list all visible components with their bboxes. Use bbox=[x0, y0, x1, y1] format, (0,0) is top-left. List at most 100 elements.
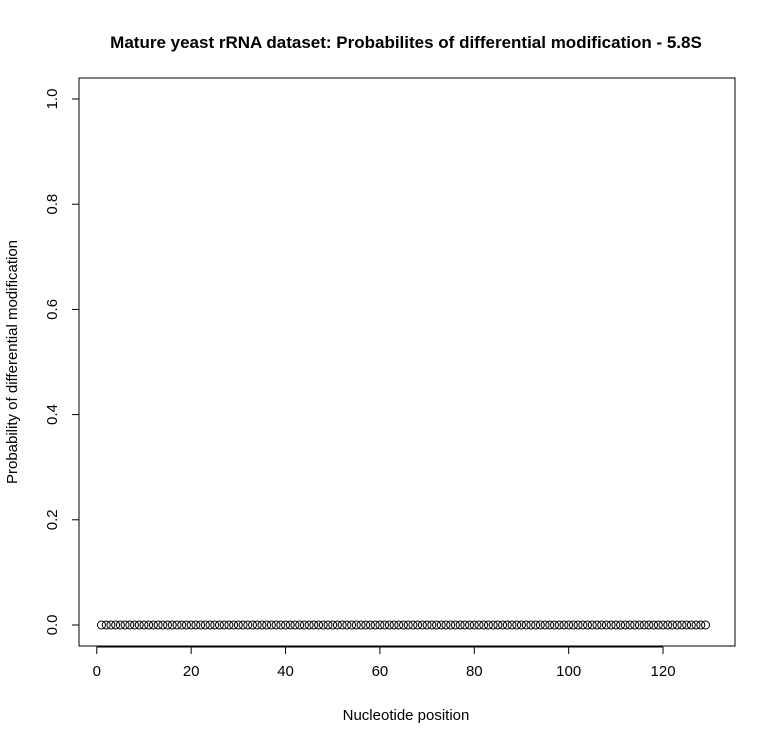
data-point bbox=[403, 620, 413, 630]
chart-title: Mature yeast rRNA dataset: Probabilites … bbox=[110, 33, 702, 52]
data-point bbox=[554, 620, 564, 630]
data-point bbox=[97, 620, 106, 630]
x-tick-label: 60 bbox=[372, 663, 389, 680]
data-point bbox=[196, 620, 206, 630]
data-point bbox=[701, 620, 710, 630]
data-point bbox=[483, 620, 493, 630]
data-point bbox=[469, 620, 479, 630]
data-point bbox=[144, 620, 154, 630]
data-point bbox=[281, 620, 291, 630]
data-point bbox=[262, 620, 272, 630]
data-point bbox=[120, 620, 130, 630]
data-point bbox=[686, 620, 696, 630]
data-point bbox=[620, 620, 630, 630]
data-point bbox=[285, 620, 295, 630]
data-point bbox=[347, 620, 357, 630]
data-point bbox=[380, 620, 390, 630]
plot-frame bbox=[78, 77, 736, 647]
data-point bbox=[214, 620, 224, 630]
data-point bbox=[318, 620, 328, 630]
data-point bbox=[521, 620, 531, 630]
data-point bbox=[644, 620, 654, 630]
data-point bbox=[172, 620, 182, 630]
data-point bbox=[332, 620, 342, 630]
x-tick-label: 120 bbox=[651, 663, 676, 680]
data-point bbox=[460, 620, 470, 630]
data-point bbox=[677, 620, 687, 630]
data-point bbox=[507, 620, 517, 630]
data-point bbox=[436, 620, 446, 630]
data-point bbox=[266, 620, 276, 630]
data-point bbox=[408, 620, 418, 630]
data-point bbox=[134, 620, 144, 630]
data-point bbox=[422, 620, 432, 630]
data-point bbox=[474, 620, 484, 630]
data-point bbox=[639, 620, 649, 630]
data-point bbox=[672, 620, 682, 630]
data-point bbox=[328, 620, 338, 630]
data-point bbox=[564, 620, 574, 630]
data-point bbox=[531, 620, 541, 630]
y-tick-label: 0.2 bbox=[44, 509, 61, 530]
data-point bbox=[257, 620, 267, 630]
data-point bbox=[630, 620, 640, 630]
data-point bbox=[384, 620, 394, 630]
data-point bbox=[587, 620, 597, 630]
data-point bbox=[148, 620, 158, 630]
data-point bbox=[200, 620, 210, 630]
data-point bbox=[446, 620, 456, 630]
data-point bbox=[130, 620, 140, 630]
data-point bbox=[583, 620, 593, 630]
data-points bbox=[97, 620, 710, 630]
data-point bbox=[417, 620, 427, 630]
data-point bbox=[540, 620, 550, 630]
data-point bbox=[592, 620, 602, 630]
data-point bbox=[691, 620, 701, 630]
data-point bbox=[181, 620, 191, 630]
data-point bbox=[658, 620, 668, 630]
data-point bbox=[493, 620, 503, 630]
data-point bbox=[427, 620, 437, 630]
data-point bbox=[219, 620, 229, 630]
x-tick-label: 40 bbox=[277, 663, 294, 680]
data-point bbox=[365, 620, 375, 630]
data-point bbox=[111, 620, 121, 630]
x-tick-label: 80 bbox=[466, 663, 483, 680]
data-point bbox=[441, 620, 451, 630]
data-point bbox=[271, 620, 281, 630]
data-point bbox=[304, 620, 314, 630]
data-point bbox=[578, 620, 588, 630]
data-point bbox=[512, 620, 522, 630]
data-point bbox=[342, 620, 352, 630]
data-point bbox=[125, 620, 135, 630]
x-tick-label: 0 bbox=[93, 663, 101, 680]
data-point bbox=[139, 620, 149, 630]
data-point bbox=[177, 620, 187, 630]
data-point bbox=[488, 620, 498, 630]
data-point bbox=[682, 620, 692, 630]
data-point bbox=[696, 620, 706, 630]
data-point bbox=[323, 620, 333, 630]
data-point bbox=[399, 620, 408, 630]
data-point bbox=[535, 620, 545, 630]
y-tick-label: 0.0 bbox=[44, 615, 61, 636]
data-point bbox=[601, 620, 611, 630]
data-point bbox=[502, 620, 512, 630]
data-point bbox=[356, 620, 366, 630]
data-point bbox=[663, 620, 673, 630]
data-point bbox=[455, 620, 465, 630]
data-point bbox=[243, 620, 253, 630]
y-tick-label: 0.4 bbox=[44, 404, 61, 425]
data-point bbox=[167, 620, 177, 630]
data-point bbox=[625, 620, 635, 630]
x-tick-label: 100 bbox=[556, 663, 581, 680]
data-point bbox=[309, 620, 319, 630]
y-axis-label: Probability of differential modification bbox=[4, 240, 21, 484]
data-point bbox=[611, 620, 621, 630]
data-point bbox=[163, 620, 173, 630]
data-point bbox=[229, 620, 239, 630]
y-tick-label: 0.8 bbox=[44, 194, 61, 215]
data-point bbox=[649, 620, 659, 630]
data-point bbox=[106, 620, 116, 630]
